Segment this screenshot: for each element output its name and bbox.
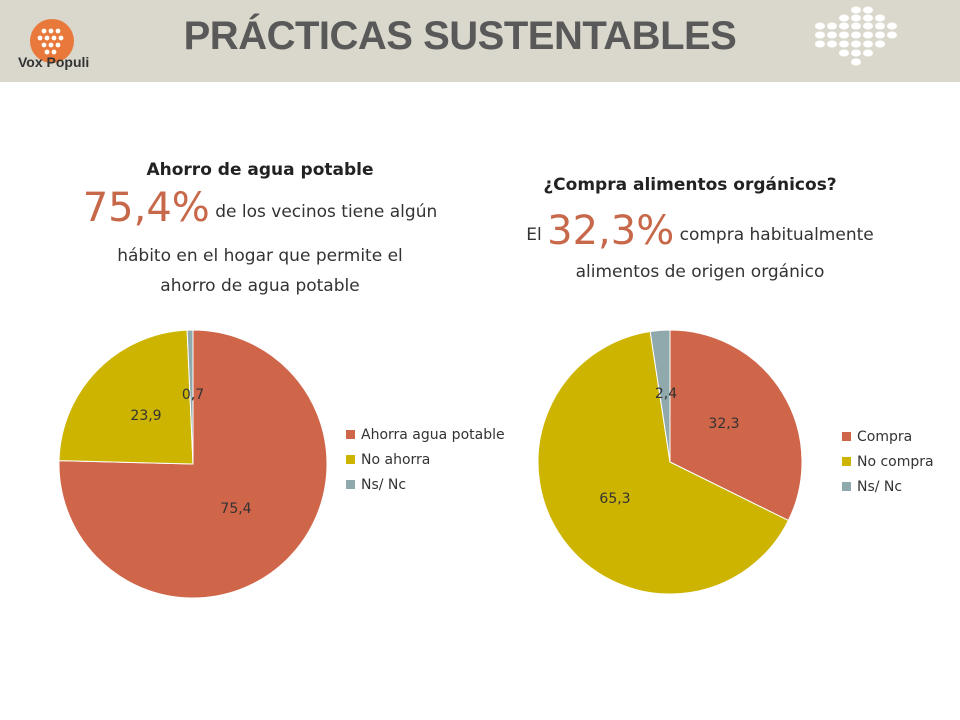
left-summary-text1: de los vecinos tiene algún [215,202,438,222]
legend-item: Ahorra agua potable [346,422,505,447]
legend-label: Compra [857,428,913,445]
legend-swatch [842,482,851,491]
legend-swatch [346,455,355,464]
right-chart-title: ¿Compra alimentos orgánicos? [543,175,837,195]
data-label: 65,3 [599,491,630,507]
data-label: 32,3 [708,416,739,432]
pie-slice-ns-nc [186,329,194,465]
left-summary-line1: 75,4% de los vecinos tiene algún [40,186,480,234]
right-pie-slices [537,329,803,595]
pie-slice-no-ahorra [58,329,194,465]
left-summary-text3: ahorro de agua potable [160,276,360,296]
legend-label: No ahorra [361,451,431,468]
vox-populi-logo-icon [30,19,74,63]
legend-item: Ns/ Nc [842,474,934,499]
legend-label: Ahorra agua potable [361,426,505,443]
left-chart-legend: Ahorra agua potable No ahorra Ns/ Nc [346,422,505,497]
decorative-dots-icon [815,6,897,66]
data-label: 0,7 [182,387,204,403]
pie-slice-compra [669,329,803,522]
right-summary-text1: compra habitualmente [679,225,874,245]
data-label: 75,4 [220,501,251,517]
legend-swatch [346,430,355,439]
legend-label: Ns/ Nc [361,476,407,493]
page-title: PRÁCTICAS SUSTENTABLES [183,14,737,58]
legend-label: No compra [857,453,934,470]
legend-item: Compra [842,424,934,449]
legend-item: No compra [842,449,934,474]
right-chart-legend: Compra No compra Ns/ Nc [842,424,934,499]
right-summary-text2: alimentos de origen orgánico [575,262,825,282]
legend-label: Ns/ Nc [857,478,903,495]
data-label: 23,9 [130,408,161,424]
pie-slice-no-compra [537,330,790,595]
legend-swatch [346,480,355,489]
pie-slice-ns-nc [649,329,671,463]
header-bar: Vox Populi PRÁCTICAS SUSTENTABLES [0,0,960,82]
data-label: 2,4 [655,386,677,402]
left-chart-title: Ahorro de agua potable [146,160,374,180]
legend-item: No ahorra [346,447,505,472]
legend-item: Ns/ Nc [346,472,505,497]
legend-swatch [842,457,851,466]
brand-name: Vox Populi [18,54,90,70]
right-highlight-value: 32,3% [547,208,675,254]
legend-swatch [842,432,851,441]
right-summary-prefix: El [526,225,542,245]
left-highlight-value: 75,4% [82,185,210,231]
left-pie-slices [58,329,328,599]
right-summary-line1: El 32,3% compra habitualmente [490,206,910,260]
left-summary-text2: hábito en el hogar que permite el [117,246,403,266]
